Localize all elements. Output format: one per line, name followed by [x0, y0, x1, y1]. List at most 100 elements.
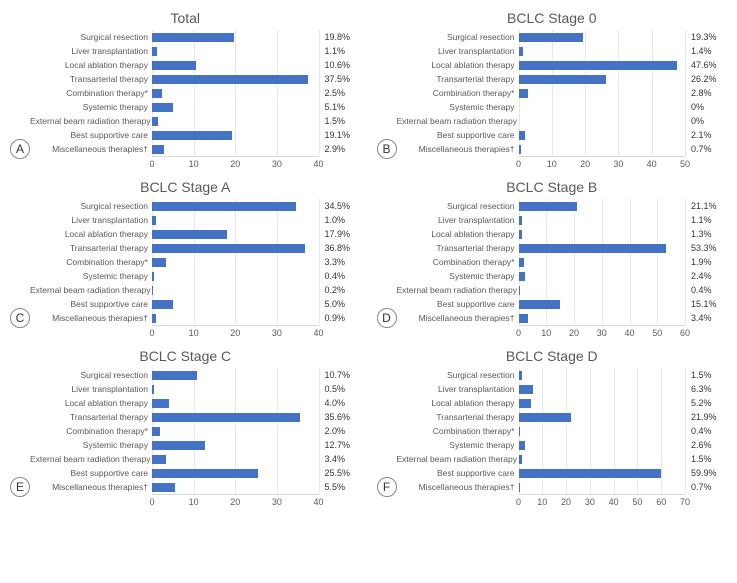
bar	[152, 33, 234, 42]
bar	[152, 300, 173, 309]
panel-title: BCLC Stage D	[377, 348, 728, 364]
bar	[519, 33, 583, 42]
value-label: 0.7%	[685, 144, 712, 154]
value-label: 0.4%	[319, 271, 346, 281]
bar-row: Best supportive care19.1%	[152, 128, 319, 142]
x-tick-label: 30	[272, 159, 282, 169]
bar-row: Local ablation therapy17.9%	[152, 227, 319, 241]
x-axis: 0102030405060	[519, 326, 686, 340]
category-label: Surgical resection	[397, 32, 519, 42]
value-label: 59.9%	[685, 468, 717, 478]
bar	[152, 89, 162, 98]
category-label: Transarterial therapy	[397, 243, 519, 253]
category-label: Local ablation therapy	[397, 229, 519, 239]
category-label: Surgical resection	[30, 32, 152, 42]
value-label: 10.7%	[319, 370, 351, 380]
chart-wrap: CSurgical resection34.5%Liver transplant…	[10, 199, 361, 340]
x-tick-label: 40	[313, 159, 323, 169]
category-label: Surgical resection	[397, 201, 519, 211]
value-label: 53.3%	[685, 243, 717, 253]
category-label: External beam radiation therapy	[30, 116, 152, 126]
category-label: Miscellaneous therapies†	[397, 313, 519, 323]
value-label: 35.6%	[319, 412, 351, 422]
value-label: 1.1%	[319, 46, 346, 56]
bar-chart: Surgical resection1.5%Liver transplantat…	[399, 368, 728, 509]
x-tick-label: 40	[313, 328, 323, 338]
x-tick-label: 0	[516, 159, 521, 169]
bar-row: Systemic therapy2.4%	[519, 269, 686, 283]
bar-row: Miscellaneous therapies†0.7%	[519, 480, 686, 494]
bar-row: External beam radiation therapy0.4%	[519, 283, 686, 297]
bar-row: Best supportive care2.1%	[519, 128, 686, 142]
category-label: External beam radiation therapy	[397, 454, 519, 464]
panel-letter: B	[377, 139, 397, 159]
bar	[152, 399, 169, 408]
chart-panel: BCLC Stage CESurgical resection10.7%Live…	[10, 348, 361, 509]
value-label: 0.4%	[685, 285, 712, 295]
value-label: 5.5%	[319, 482, 346, 492]
chart-panel: TotalASurgical resection19.8%Liver trans…	[10, 10, 361, 171]
value-label: 1.1%	[685, 215, 712, 225]
x-tick-label: 40	[624, 328, 634, 338]
bar-row: Liver transplantation0.5%	[152, 382, 319, 396]
x-tick-label: 50	[680, 159, 690, 169]
category-label: Local ablation therapy	[30, 60, 152, 70]
category-label: External beam radiation therapy	[30, 454, 152, 464]
bar-row: Best supportive care59.9%	[519, 466, 686, 480]
category-label: Local ablation therapy	[30, 229, 152, 239]
bar	[519, 469, 661, 478]
bar-row: Liver transplantation6.3%	[519, 382, 686, 396]
bar	[519, 272, 526, 281]
bar-row: Transarterial therapy21.9%	[519, 410, 686, 424]
category-label: Combination therapy*	[30, 257, 152, 267]
category-label: Local ablation therapy	[397, 60, 519, 70]
value-label: 19.1%	[319, 130, 351, 140]
value-label: 21.1%	[685, 201, 717, 211]
panel-letter: D	[377, 308, 397, 328]
x-tick-label: 30	[585, 497, 595, 507]
bar	[519, 47, 524, 56]
bar	[152, 202, 296, 211]
x-tick-label: 0	[516, 328, 521, 338]
value-label: 21.9%	[685, 412, 717, 422]
bar	[152, 272, 154, 281]
value-label: 4.0%	[319, 398, 346, 408]
x-axis: 010203040506070	[519, 495, 686, 509]
panel-letter: E	[10, 477, 30, 497]
category-label: Transarterial therapy	[30, 74, 152, 84]
value-label: 5.0%	[319, 299, 346, 309]
category-label: Liver transplantation	[30, 215, 152, 225]
x-tick-label: 30	[272, 497, 282, 507]
panel-letter: C	[10, 308, 30, 328]
category-label: Miscellaneous therapies†	[30, 144, 152, 154]
bar-row: Combination therapy*0.4%	[519, 424, 686, 438]
x-tick-label: 10	[189, 328, 199, 338]
value-label: 0%	[685, 102, 704, 112]
value-label: 12.7%	[319, 440, 351, 450]
bar	[152, 47, 157, 56]
category-label: Combination therapy*	[30, 88, 152, 98]
category-label: External beam radiation therapy	[397, 116, 519, 126]
value-label: 0.7%	[685, 482, 712, 492]
bar-row: Combination therapy*3.3%	[152, 255, 319, 269]
value-label: 34.5%	[319, 201, 351, 211]
category-label: Combination therapy*	[30, 426, 152, 436]
bar	[152, 455, 166, 464]
value-label: 47.6%	[685, 60, 717, 70]
bar-row: External beam radiation therapy1.5%	[152, 114, 319, 128]
bar	[519, 385, 534, 394]
category-label: Best supportive care	[397, 468, 519, 478]
bar-row: Surgical resection19.3%	[519, 30, 686, 44]
category-label: Systemic therapy	[30, 102, 152, 112]
value-label: 0.9%	[319, 313, 346, 323]
value-label: 2.5%	[319, 88, 346, 98]
bar	[152, 258, 166, 267]
category-label: Liver transplantation	[30, 46, 152, 56]
bar-row: Combination therapy*2.0%	[152, 424, 319, 438]
x-tick-label: 20	[580, 159, 590, 169]
bar	[152, 286, 153, 295]
category-label: Transarterial therapy	[30, 243, 152, 253]
value-label: 3.3%	[319, 257, 346, 267]
chart-wrap: FSurgical resection1.5%Liver transplanta…	[377, 368, 728, 509]
bar-row: Local ablation therapy5.2%	[519, 396, 686, 410]
